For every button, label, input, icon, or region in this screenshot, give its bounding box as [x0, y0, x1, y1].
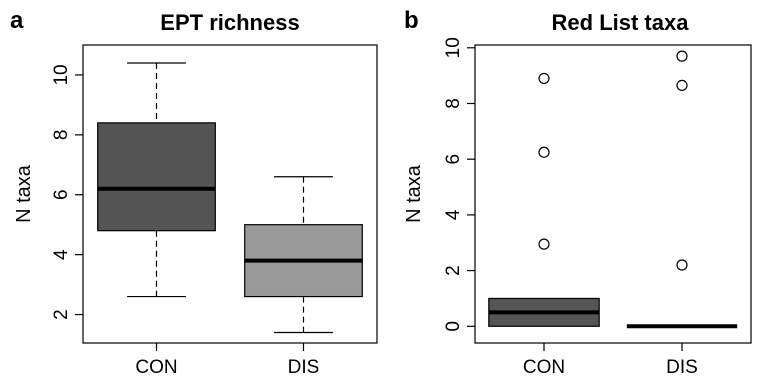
- panel-b-con-outlier-point: [538, 72, 550, 85]
- panel-b-y-tick-label: 6: [443, 154, 464, 165]
- panel-a-letter: a: [10, 7, 24, 34]
- panel-a-y-tick-label: 4: [51, 249, 72, 260]
- panel-a-y-tick-label: 8: [51, 130, 72, 141]
- panel-a-con-box: [97, 122, 216, 232]
- panel-a-plot-frame: [82, 44, 378, 344]
- panel-b-dis-outlier-point: [676, 50, 688, 62]
- panel-b-con-outlier-point: [538, 238, 550, 250]
- panel-a-y-tick-label: 6: [51, 189, 72, 200]
- panel-b-y-tick-label: 0: [443, 321, 464, 332]
- panel-b-y-tick-label: 8: [443, 98, 464, 109]
- panel-b-con-outlier-point: [538, 146, 550, 158]
- panel-a-title: EPT richness: [160, 10, 299, 35]
- panel-a-con-x-tick-label: CON: [135, 357, 177, 378]
- panel-b-y-tick-label: 4: [443, 209, 464, 220]
- panel-a-y-axis-label: N taxa: [13, 164, 35, 223]
- panel-b-y-tick-label: 2: [443, 265, 464, 276]
- panel-b-con-x-tick-label: CON: [523, 357, 565, 378]
- panel-b-plot-frame: [474, 44, 752, 344]
- panel-b-letter: b: [404, 7, 419, 34]
- panel-b-dis-outlier-point: [676, 259, 688, 271]
- panel-b-y-tick-label: 10: [443, 37, 464, 58]
- panel-a-dis-x-tick-label: DIS: [288, 357, 320, 378]
- panel-b-y-axis-label: N taxa: [403, 164, 425, 223]
- panel-a-y-tick-label: 2: [51, 309, 72, 320]
- panel-b-dis-outlier-point: [676, 79, 688, 91]
- panel-b-title: Red List taxa: [552, 10, 690, 35]
- panel-b-dis-x-tick-label: DIS: [666, 357, 698, 378]
- panel-a-y-tick-label: 10: [51, 64, 72, 85]
